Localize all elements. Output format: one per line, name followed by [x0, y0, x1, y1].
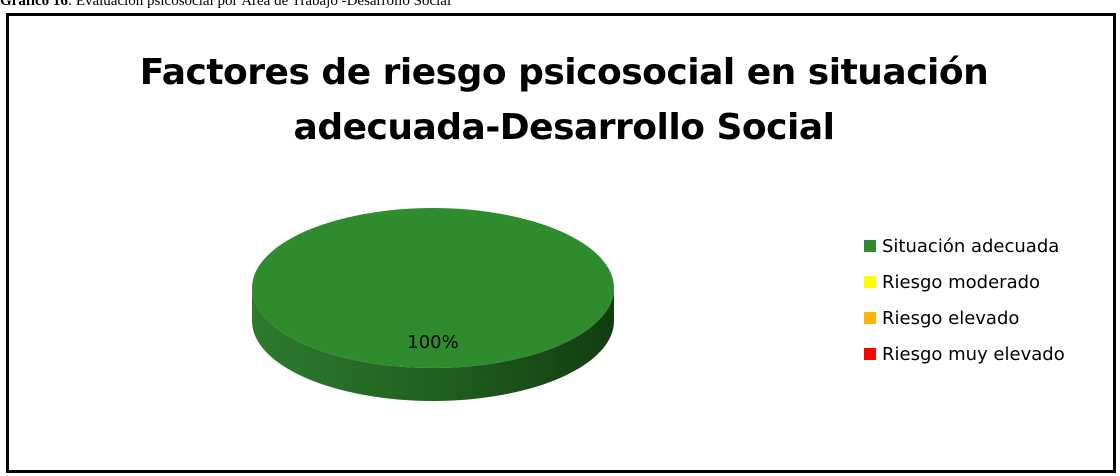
- legend-swatch-2: [864, 312, 876, 324]
- chart-title-line-1: Factores de riesgo psicosocial en situac…: [139, 52, 989, 93]
- legend-label-3: Riesgo muy elevado: [882, 343, 1065, 365]
- legend-item: Riesgo elevado: [864, 300, 1065, 336]
- legend-swatch-3: [864, 348, 876, 360]
- legend-swatch-1: [864, 276, 876, 288]
- legend-item: Riesgo muy elevado: [864, 336, 1065, 372]
- figure-caption: Gráfico 16: Evaluación psicosocial por Á…: [0, 0, 451, 9]
- legend-label-1: Riesgo moderado: [882, 271, 1041, 293]
- chart-legend: Situación adecuada Riesgo moderado Riesg…: [864, 228, 1065, 372]
- pie-data-label-0: 100%: [407, 332, 458, 353]
- pie-chart: 100%: [252, 208, 614, 401]
- chart-title-line-2: adecuada-Desarrollo Social: [293, 107, 835, 148]
- legend-label-2: Riesgo elevado: [882, 307, 1020, 329]
- legend-label-0: Situación adecuada: [882, 235, 1060, 257]
- caption-number: Gráfico 16: [0, 0, 68, 9]
- chart-title: Factores de riesgo psicosocial en situac…: [9, 45, 1119, 155]
- pie-slice-0: [252, 208, 614, 368]
- pie-slice-side-0: [252, 288, 614, 401]
- legend-item: Riesgo moderado: [864, 264, 1065, 300]
- legend-swatch-0: [864, 240, 876, 252]
- chart-frame: Factores de riesgo psicosocial en situac…: [6, 13, 1116, 473]
- caption-text: : Evaluación psicosocial por Área de Tra…: [67, 0, 452, 9]
- legend-item: Situación adecuada: [864, 228, 1065, 264]
